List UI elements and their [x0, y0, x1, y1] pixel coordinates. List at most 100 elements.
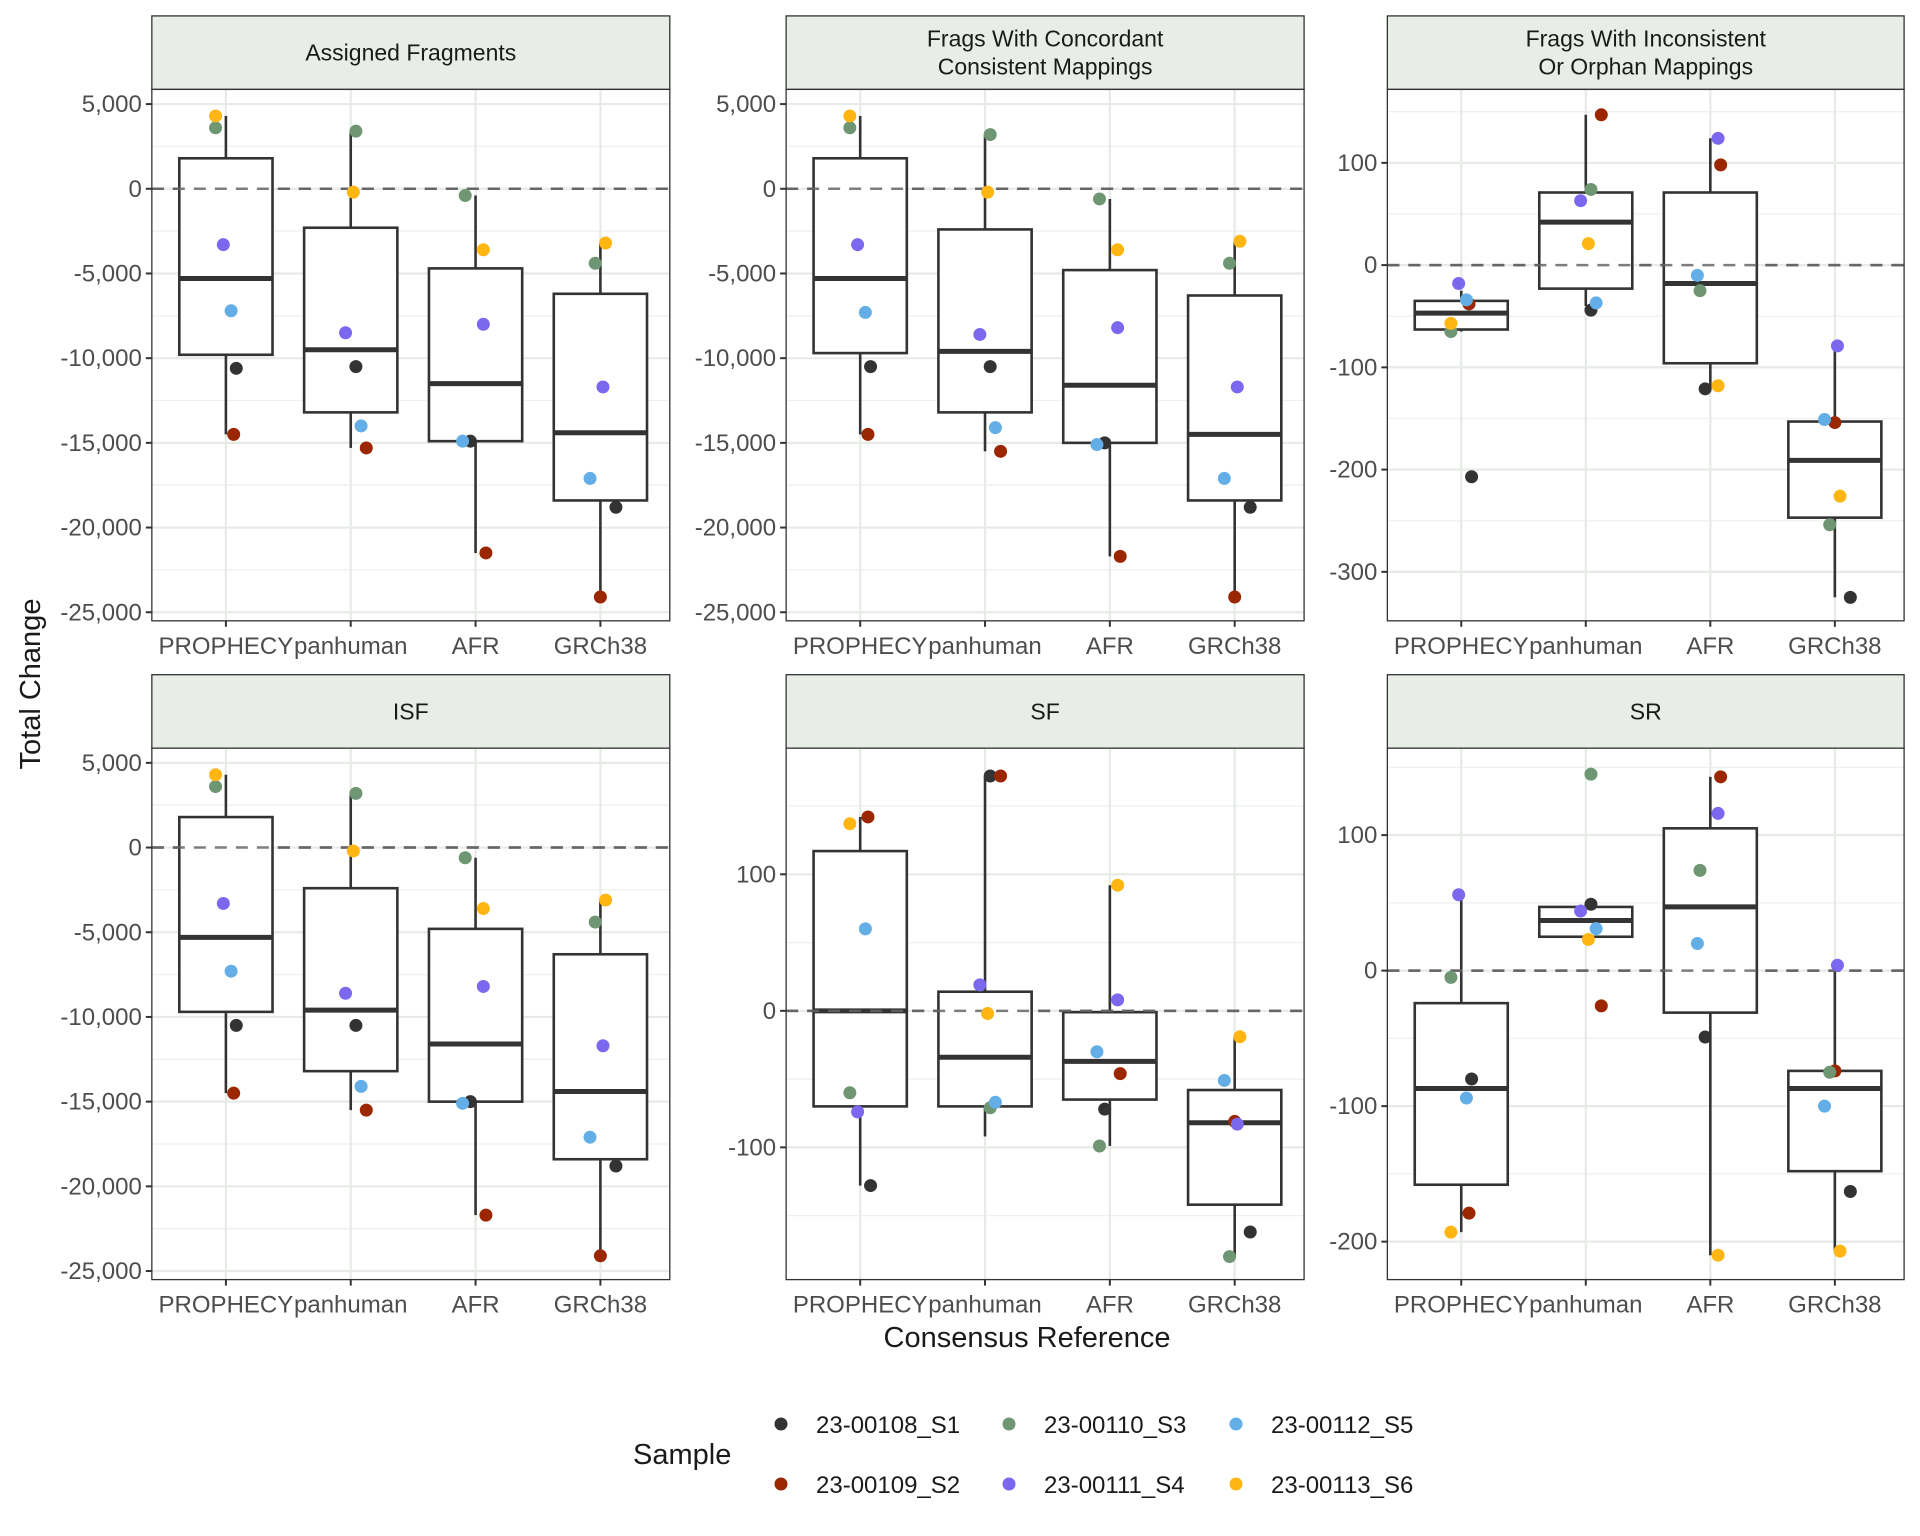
data-point-23-00113_S6: [209, 768, 223, 782]
x-tick-label: AFR: [452, 1292, 500, 1319]
iqr-box: [1186, 294, 1283, 502]
strip-title-line: SF: [1030, 698, 1059, 724]
data-point-23-00111_S4: [596, 380, 610, 394]
data-point-23-00112_S5: [354, 419, 368, 433]
strip-title-line: Assigned Fragments: [305, 40, 516, 66]
legend-key-23-00109_S2: [774, 1477, 788, 1491]
data-point-23-00111_S4: [973, 327, 987, 341]
data-point-23-00113_S6: [1581, 932, 1595, 946]
panels-group: Assigned Fragments 5,000 0 -5,000 -10,000 -15…: [60, 15, 1905, 1319]
data-point-23-00108_S1: [1465, 470, 1479, 484]
y-tick-label: 5,000: [82, 91, 142, 118]
data-point-23-00111_S4: [1711, 806, 1725, 820]
data-point-23-00109_S2: [861, 810, 875, 824]
boxplot-panhuman: [302, 793, 399, 1111]
boxplot-PROPHECY: [1413, 894, 1510, 1233]
data-point-23-00108_S1: [983, 360, 997, 374]
data-point-23-00113_S6: [1711, 379, 1725, 393]
data-point-23-00110_S3: [1693, 284, 1707, 298]
data-point-23-00110_S3: [843, 1086, 857, 1100]
legend-key-23-00110_S3: [1002, 1417, 1016, 1431]
data-point-23-00110_S3: [1223, 256, 1237, 270]
x-tick-label: panhuman: [294, 1292, 407, 1319]
data-point-23-00112_S5: [1690, 937, 1704, 951]
x-tick-label: GRCh38: [554, 1292, 647, 1319]
iqr-box: [1061, 1010, 1158, 1101]
panel-3: ISF 5,000 0 -5,000 -10,000 -15,000 -20,000 -25,…: [60, 674, 671, 1319]
data-point-23-00113_S6: [843, 109, 857, 123]
y-tick-label: -5,000: [708, 260, 776, 287]
y-tick-label: -25,000: [695, 599, 776, 626]
iqr-box: [427, 267, 524, 443]
y-tick-label: -200: [1329, 1229, 1377, 1256]
plot-background: [1387, 89, 1905, 621]
x-tick-label: GRCh38: [1788, 633, 1881, 660]
y-tick-label: -5,000: [74, 260, 142, 287]
data-point-23-00113_S6: [1111, 878, 1125, 892]
data-point-23-00113_S6: [981, 185, 995, 199]
data-point-23-00113_S6: [1233, 234, 1247, 248]
strip-title: SR: [1630, 698, 1662, 724]
data-point-23-00110_S3: [843, 121, 857, 135]
iqr-box: [1787, 420, 1883, 519]
data-point-23-00108_S1: [229, 361, 243, 375]
data-point-23-00108_S1: [1698, 1030, 1712, 1044]
iqr-box: [427, 927, 524, 1103]
y-tick-label: 0: [128, 835, 141, 862]
y-axis-title: Total Change: [15, 599, 47, 770]
y-tick-label: -100: [1329, 354, 1377, 381]
panel-border: [1386, 88, 1905, 622]
legend-key-23-00113_S6: [1229, 1477, 1243, 1491]
data-point-23-00112_S5: [1589, 922, 1603, 936]
data-point-23-00109_S2: [1714, 158, 1728, 172]
data-point-23-00110_S3: [209, 121, 223, 135]
data-point-23-00113_S6: [1233, 1030, 1247, 1044]
panel-4: SF 100 0 -100 PROPHECY panhuman AFR GRCh38: [728, 674, 1305, 1319]
boxplot-AFR: [1662, 776, 1759, 1256]
data-point-23-00113_S6: [1581, 237, 1595, 251]
data-point-23-00110_S3: [209, 780, 223, 794]
iqr-box: [1413, 1001, 1510, 1187]
data-point-23-00108_S1: [864, 1179, 878, 1193]
x-tick-label: GRCh38: [1188, 1292, 1281, 1319]
data-point-23-00110_S3: [1584, 182, 1598, 196]
y-tick-label: -100: [728, 1134, 776, 1161]
x-tick-label: AFR: [1686, 1292, 1734, 1319]
data-point-23-00109_S2: [359, 1103, 373, 1117]
strip-background: [1386, 15, 1905, 91]
data-point-23-00111_S4: [1830, 958, 1844, 972]
panel-5: SR 100 0 -100 -200 PROPHECY panhuman AFR GRCh38: [1329, 674, 1905, 1319]
boxplot-GRCh38: [1186, 1036, 1283, 1257]
boxplot-panhuman: [937, 134, 1033, 452]
boxplot-AFR: [1662, 138, 1759, 389]
x-tick-label: AFR: [452, 633, 500, 660]
iqr-box: [177, 156, 274, 357]
data-point-23-00112_S5: [224, 964, 238, 978]
x-tick-label: GRCh38: [554, 633, 647, 660]
panel-2: Frags With Inconsistent Or Orphan Mapping…: [1329, 15, 1905, 660]
data-point-23-00110_S3: [1092, 1139, 1106, 1153]
data-point-23-00111_S4: [1830, 339, 1844, 353]
boxplot-GRCh38: [552, 242, 649, 598]
data-point-23-00112_S5: [1818, 412, 1832, 426]
panel-border: [785, 747, 1305, 1281]
y-tick-label: -20,000: [60, 1173, 141, 1200]
iqr-box: [177, 815, 274, 1014]
data-point-23-00109_S2: [1113, 1067, 1127, 1081]
data-point-23-00113_S6: [599, 236, 613, 250]
iqr-box: [552, 952, 649, 1161]
iqr-box: [1662, 827, 1759, 1014]
y-tick-label: -25,000: [60, 599, 141, 626]
data-point-23-00112_S5: [583, 471, 597, 485]
x-tick-label: panhuman: [928, 1292, 1041, 1319]
data-point-23-00109_S2: [1594, 108, 1608, 122]
strip-title-line: Or Orphan Mappings: [1538, 54, 1753, 80]
data-point-23-00112_S5: [1589, 296, 1603, 310]
data-point-23-00111_S4: [1452, 888, 1466, 902]
data-point-23-00108_S1: [229, 1018, 243, 1032]
data-point-23-00110_S3: [1584, 767, 1598, 781]
data-point-23-00112_S5: [988, 421, 1002, 435]
boxplot-PROPHECY: [177, 115, 274, 435]
y-tick-label: -5,000: [74, 919, 142, 946]
data-point-23-00111_S4: [1111, 321, 1125, 335]
